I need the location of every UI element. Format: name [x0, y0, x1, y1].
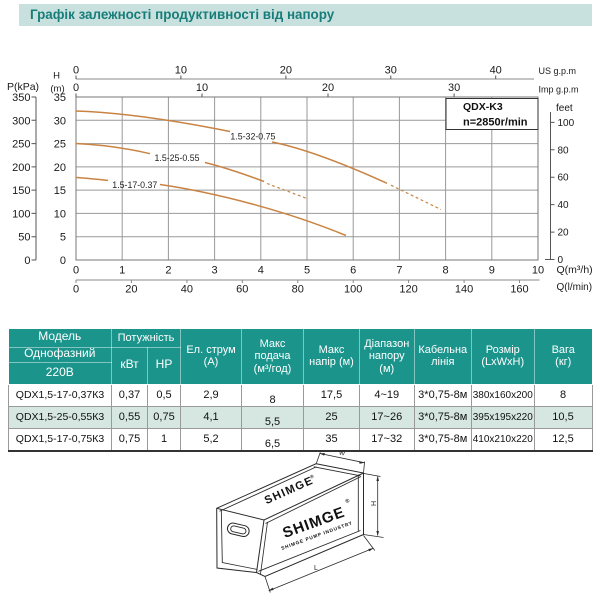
svg-text:30: 30: [448, 82, 460, 94]
svg-text:50: 50: [18, 232, 30, 244]
svg-text:250: 250: [12, 139, 30, 151]
svg-text:80: 80: [558, 145, 570, 156]
svg-text:6: 6: [350, 265, 356, 277]
svg-text:9: 9: [489, 265, 495, 277]
svg-text:0: 0: [73, 65, 79, 77]
svg-text:25: 25: [54, 139, 66, 151]
svg-text:40: 40: [181, 284, 193, 296]
svg-text:10: 10: [54, 208, 66, 220]
svg-text:100: 100: [344, 284, 362, 296]
svg-text:5: 5: [60, 232, 66, 244]
svg-text:20: 20: [125, 284, 137, 296]
svg-text:W: W: [338, 450, 346, 458]
svg-text:0: 0: [73, 284, 79, 296]
svg-text:0: 0: [24, 255, 30, 267]
svg-text:1.5-17-0.37: 1.5-17-0.37: [112, 180, 157, 190]
svg-text:120: 120: [399, 284, 417, 296]
svg-text:200: 200: [12, 162, 30, 174]
svg-text:0: 0: [73, 82, 79, 94]
svg-text:35: 35: [54, 92, 66, 104]
svg-text:80: 80: [292, 284, 304, 296]
svg-text:n=2850r/min: n=2850r/min: [463, 117, 528, 129]
svg-text:0: 0: [558, 255, 564, 266]
svg-text:350: 350: [12, 92, 30, 104]
svg-text:5: 5: [304, 265, 310, 277]
svg-text:10: 10: [532, 265, 544, 277]
svg-text:160: 160: [510, 284, 528, 296]
svg-text:0: 0: [60, 255, 66, 267]
svg-text:60: 60: [558, 173, 570, 184]
svg-text:4: 4: [258, 265, 264, 277]
svg-text:100: 100: [12, 208, 30, 220]
svg-text:Q(l/min): Q(l/min): [557, 282, 593, 293]
svg-text:1.5-25-0.55: 1.5-25-0.55: [155, 153, 200, 163]
svg-text:1.5-32-0.75: 1.5-32-0.75: [230, 132, 275, 142]
svg-text:300: 300: [12, 115, 30, 127]
svg-text:L: L: [314, 565, 318, 572]
svg-text:feet: feet: [556, 103, 573, 114]
svg-text:10: 10: [175, 65, 187, 77]
svg-text:60: 60: [236, 284, 248, 296]
svg-text:20: 20: [54, 162, 66, 174]
svg-text:30: 30: [385, 65, 397, 77]
svg-text:3: 3: [212, 265, 218, 277]
svg-text:20: 20: [280, 65, 292, 77]
svg-text:Q(m³/h): Q(m³/h): [557, 264, 593, 276]
svg-text:2: 2: [165, 265, 171, 277]
svg-text:US g.p.m: US g.p.m: [539, 66, 577, 76]
svg-text:150: 150: [12, 185, 30, 197]
svg-text:H: H: [53, 71, 60, 82]
svg-text:P(kPa): P(kPa): [7, 81, 39, 93]
svg-text:H: H: [371, 501, 378, 506]
svg-text:15: 15: [54, 185, 66, 197]
svg-text:30: 30: [54, 115, 66, 127]
svg-text:8: 8: [443, 265, 449, 277]
svg-text:40: 40: [558, 200, 570, 211]
svg-text:140: 140: [455, 284, 473, 296]
svg-text:10: 10: [196, 82, 208, 94]
svg-text:®: ®: [309, 473, 316, 481]
svg-text:20: 20: [322, 82, 334, 94]
svg-text:1: 1: [119, 265, 125, 277]
svg-text:®: ®: [344, 497, 350, 505]
svg-text:0: 0: [73, 265, 79, 277]
svg-text:Imp g.p.m: Imp g.p.m: [539, 85, 579, 95]
svg-text:7: 7: [396, 265, 402, 277]
svg-text:20: 20: [558, 228, 570, 239]
svg-text:(m): (m): [50, 84, 64, 95]
svg-text:QDX-K3: QDX-K3: [463, 101, 503, 113]
svg-text:40: 40: [490, 65, 502, 77]
svg-text:100: 100: [558, 118, 575, 129]
